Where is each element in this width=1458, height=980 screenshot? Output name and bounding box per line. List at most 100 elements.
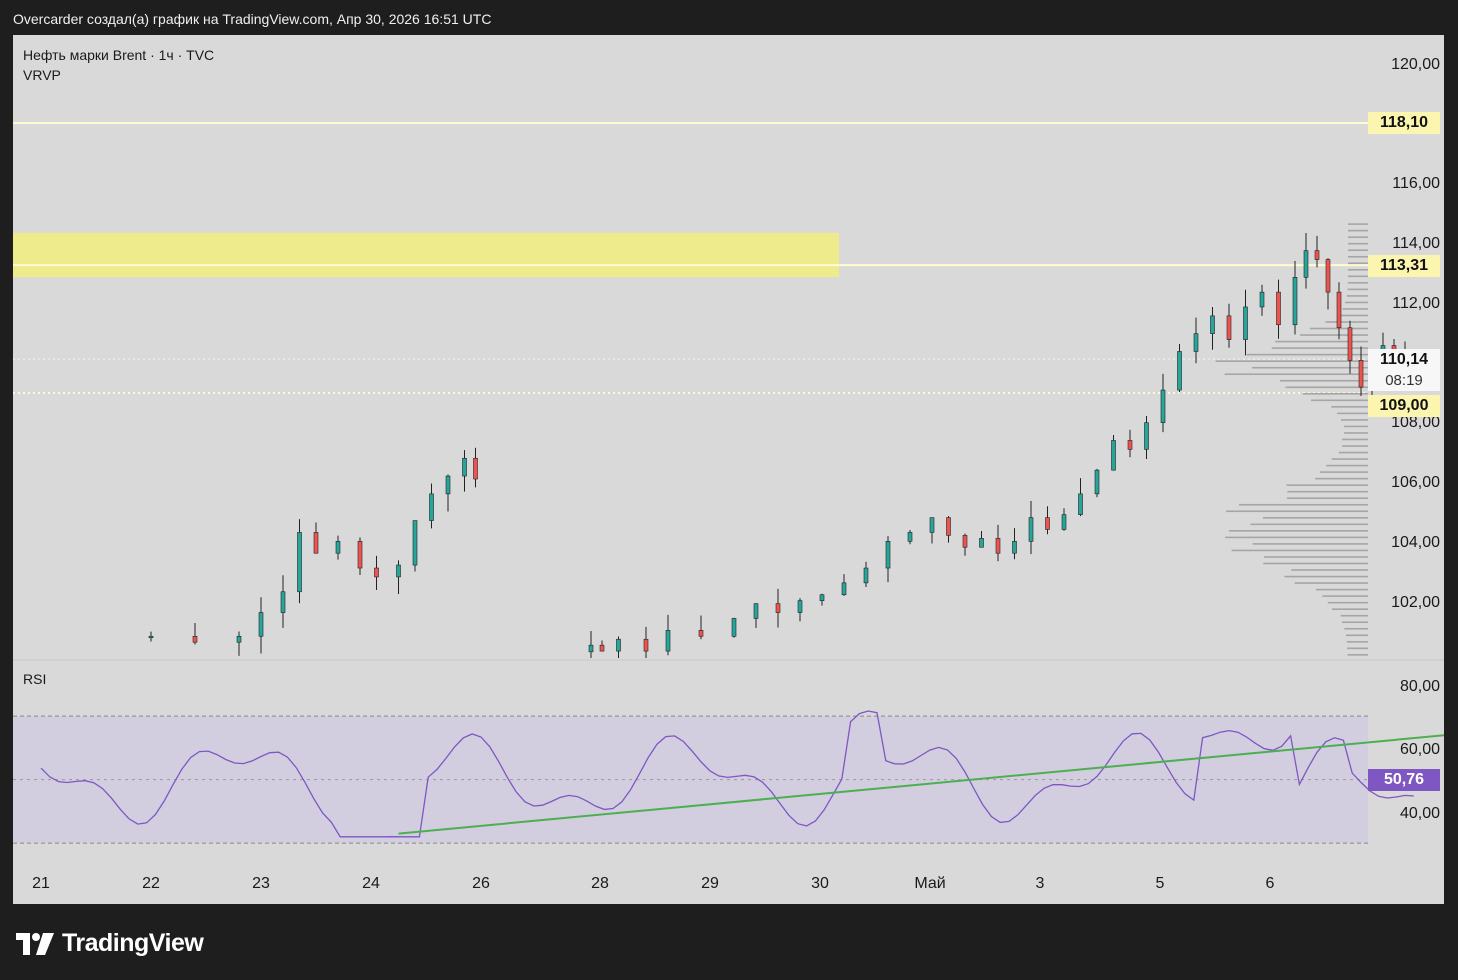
- volume-profile-bar: [1315, 477, 1368, 480]
- volume-profile-bar: [1311, 399, 1368, 402]
- volume-profile-bar: [1300, 334, 1368, 336]
- volume-profile-bar: [1347, 288, 1368, 291]
- candle-body: [1177, 351, 1182, 391]
- volume-profile-bar: [1345, 301, 1368, 304]
- candle-body: [841, 582, 847, 596]
- volume-profile-bar: [1229, 530, 1368, 532]
- volume-profile-bar: [1347, 275, 1368, 278]
- level-tag-high[interactable]: 118,10: [1368, 112, 1440, 134]
- volume-profile-bar: [1275, 340, 1368, 343]
- level-tag-low[interactable]: 109,00: [1368, 395, 1440, 417]
- volume-profile-bar: [1342, 445, 1368, 447]
- candle-body: [258, 612, 264, 637]
- volume-profile-bar: [1348, 223, 1368, 225]
- time-tick: 6: [1265, 875, 1275, 892]
- volume-profile-bar: [1346, 641, 1368, 643]
- price-tick: 114,00: [1392, 235, 1440, 252]
- volume-profile-bar: [1342, 621, 1368, 624]
- volume-profile-bar: [1326, 464, 1368, 467]
- chart-frame[interactable]: Нефть марки Brent · 1ч · TVC VRVP RSI 12…: [13, 35, 1444, 904]
- volume-profile-bar: [1320, 471, 1368, 473]
- candle-body: [1127, 440, 1133, 450]
- bar-countdown: 08:19: [1368, 371, 1440, 391]
- volume-profile-bar: [1315, 588, 1368, 591]
- rsi-tick: 60,00: [1399, 741, 1440, 758]
- time-tick: 26: [472, 875, 490, 892]
- candle-body: [753, 603, 759, 619]
- volume-profile-bar: [1271, 347, 1368, 349]
- volume-profile-bar: [1337, 412, 1368, 415]
- candle-body: [1314, 250, 1320, 260]
- candle-body: [1111, 440, 1116, 471]
- time-tick: 21: [32, 875, 50, 892]
- volume-profile-bar: [1345, 634, 1368, 637]
- price-tick: 120,00: [1391, 56, 1440, 73]
- level-tag-zone[interactable]: 113,31: [1368, 255, 1440, 277]
- candle-body: [1144, 422, 1149, 450]
- volume-profile-bar: [1215, 360, 1368, 362]
- volume-profile-bar: [1346, 295, 1368, 297]
- supply-zone: [13, 232, 839, 278]
- candle-body: [1259, 291, 1265, 308]
- candle-body: [1094, 469, 1100, 495]
- candle-body: [313, 532, 319, 554]
- candle-body: [374, 567, 379, 578]
- volume-profile-bar: [1284, 575, 1368, 578]
- price-tick: 108,00: [1391, 414, 1440, 431]
- volume-profile-bar: [1347, 647, 1368, 650]
- chart-canvas[interactable]: [13, 35, 1444, 904]
- volume-profile-bar: [1331, 406, 1368, 408]
- symbol-legend[interactable]: Нефть марки Brent · 1ч · TVC VRVP: [23, 45, 214, 85]
- time-tick: 3: [1035, 875, 1045, 892]
- candle-body: [473, 457, 478, 480]
- candle-body: [1292, 277, 1298, 326]
- candle-body: [1243, 306, 1248, 340]
- vrvp-indicator-label[interactable]: VRVP: [23, 67, 61, 83]
- candle-body: [775, 603, 781, 613]
- volume-profile-bar: [1338, 451, 1368, 454]
- candle-body: [599, 644, 605, 652]
- volume-profile-bar: [1246, 353, 1368, 356]
- candle-body: [1012, 541, 1017, 554]
- candle-body: [1210, 315, 1215, 334]
- candle-body: [797, 600, 803, 613]
- tradingview-logo[interactable]: TradingView: [16, 929, 204, 958]
- volume-profile-bar: [1226, 510, 1368, 513]
- time-tick: 23: [252, 875, 270, 892]
- candle-body: [885, 541, 891, 569]
- volume-profile-bar: [1331, 458, 1368, 460]
- symbol-title[interactable]: Нефть марки Brent · 1ч · TVC: [23, 47, 215, 63]
- candle-body: [698, 630, 704, 637]
- candle-body: [192, 635, 198, 643]
- candle-body: [236, 635, 242, 643]
- candle-body: [1347, 327, 1353, 361]
- rsi-line: [40, 710, 1414, 838]
- volume-profile-bar: [1263, 517, 1368, 519]
- volume-profile-bar: [1347, 242, 1368, 245]
- rsi-trendline: [398, 734, 1444, 835]
- rsi-indicator-label[interactable]: RSI: [23, 671, 47, 687]
- volume-profile-bar: [1231, 549, 1368, 552]
- candle-body: [588, 644, 594, 653]
- time-tick: Май: [914, 875, 946, 892]
- volume-profile-bar: [1250, 523, 1368, 526]
- candle-body: [1045, 517, 1050, 530]
- candle-body: [1061, 514, 1067, 530]
- last-price-tag: 110,14: [1368, 349, 1440, 371]
- volume-profile-bar: [1347, 268, 1368, 271]
- candle-body: [357, 541, 363, 569]
- volume-profile-bar: [1342, 308, 1368, 310]
- time-tick: 22: [142, 875, 160, 892]
- price-tick: 104,00: [1391, 534, 1440, 551]
- volume-profile-bar: [1342, 438, 1368, 441]
- candle-body: [297, 532, 302, 593]
- volume-profile-bar: [1347, 654, 1368, 656]
- candle-body: [731, 618, 737, 637]
- volume-profile-bar: [1347, 249, 1368, 252]
- volume-profile-bar: [1252, 543, 1368, 545]
- volume-profile-bar: [1302, 393, 1368, 395]
- candle-body: [396, 564, 401, 578]
- brand-name: TradingView: [62, 929, 204, 957]
- volume-profile-bar: [1327, 601, 1368, 604]
- candle-body: [616, 638, 621, 652]
